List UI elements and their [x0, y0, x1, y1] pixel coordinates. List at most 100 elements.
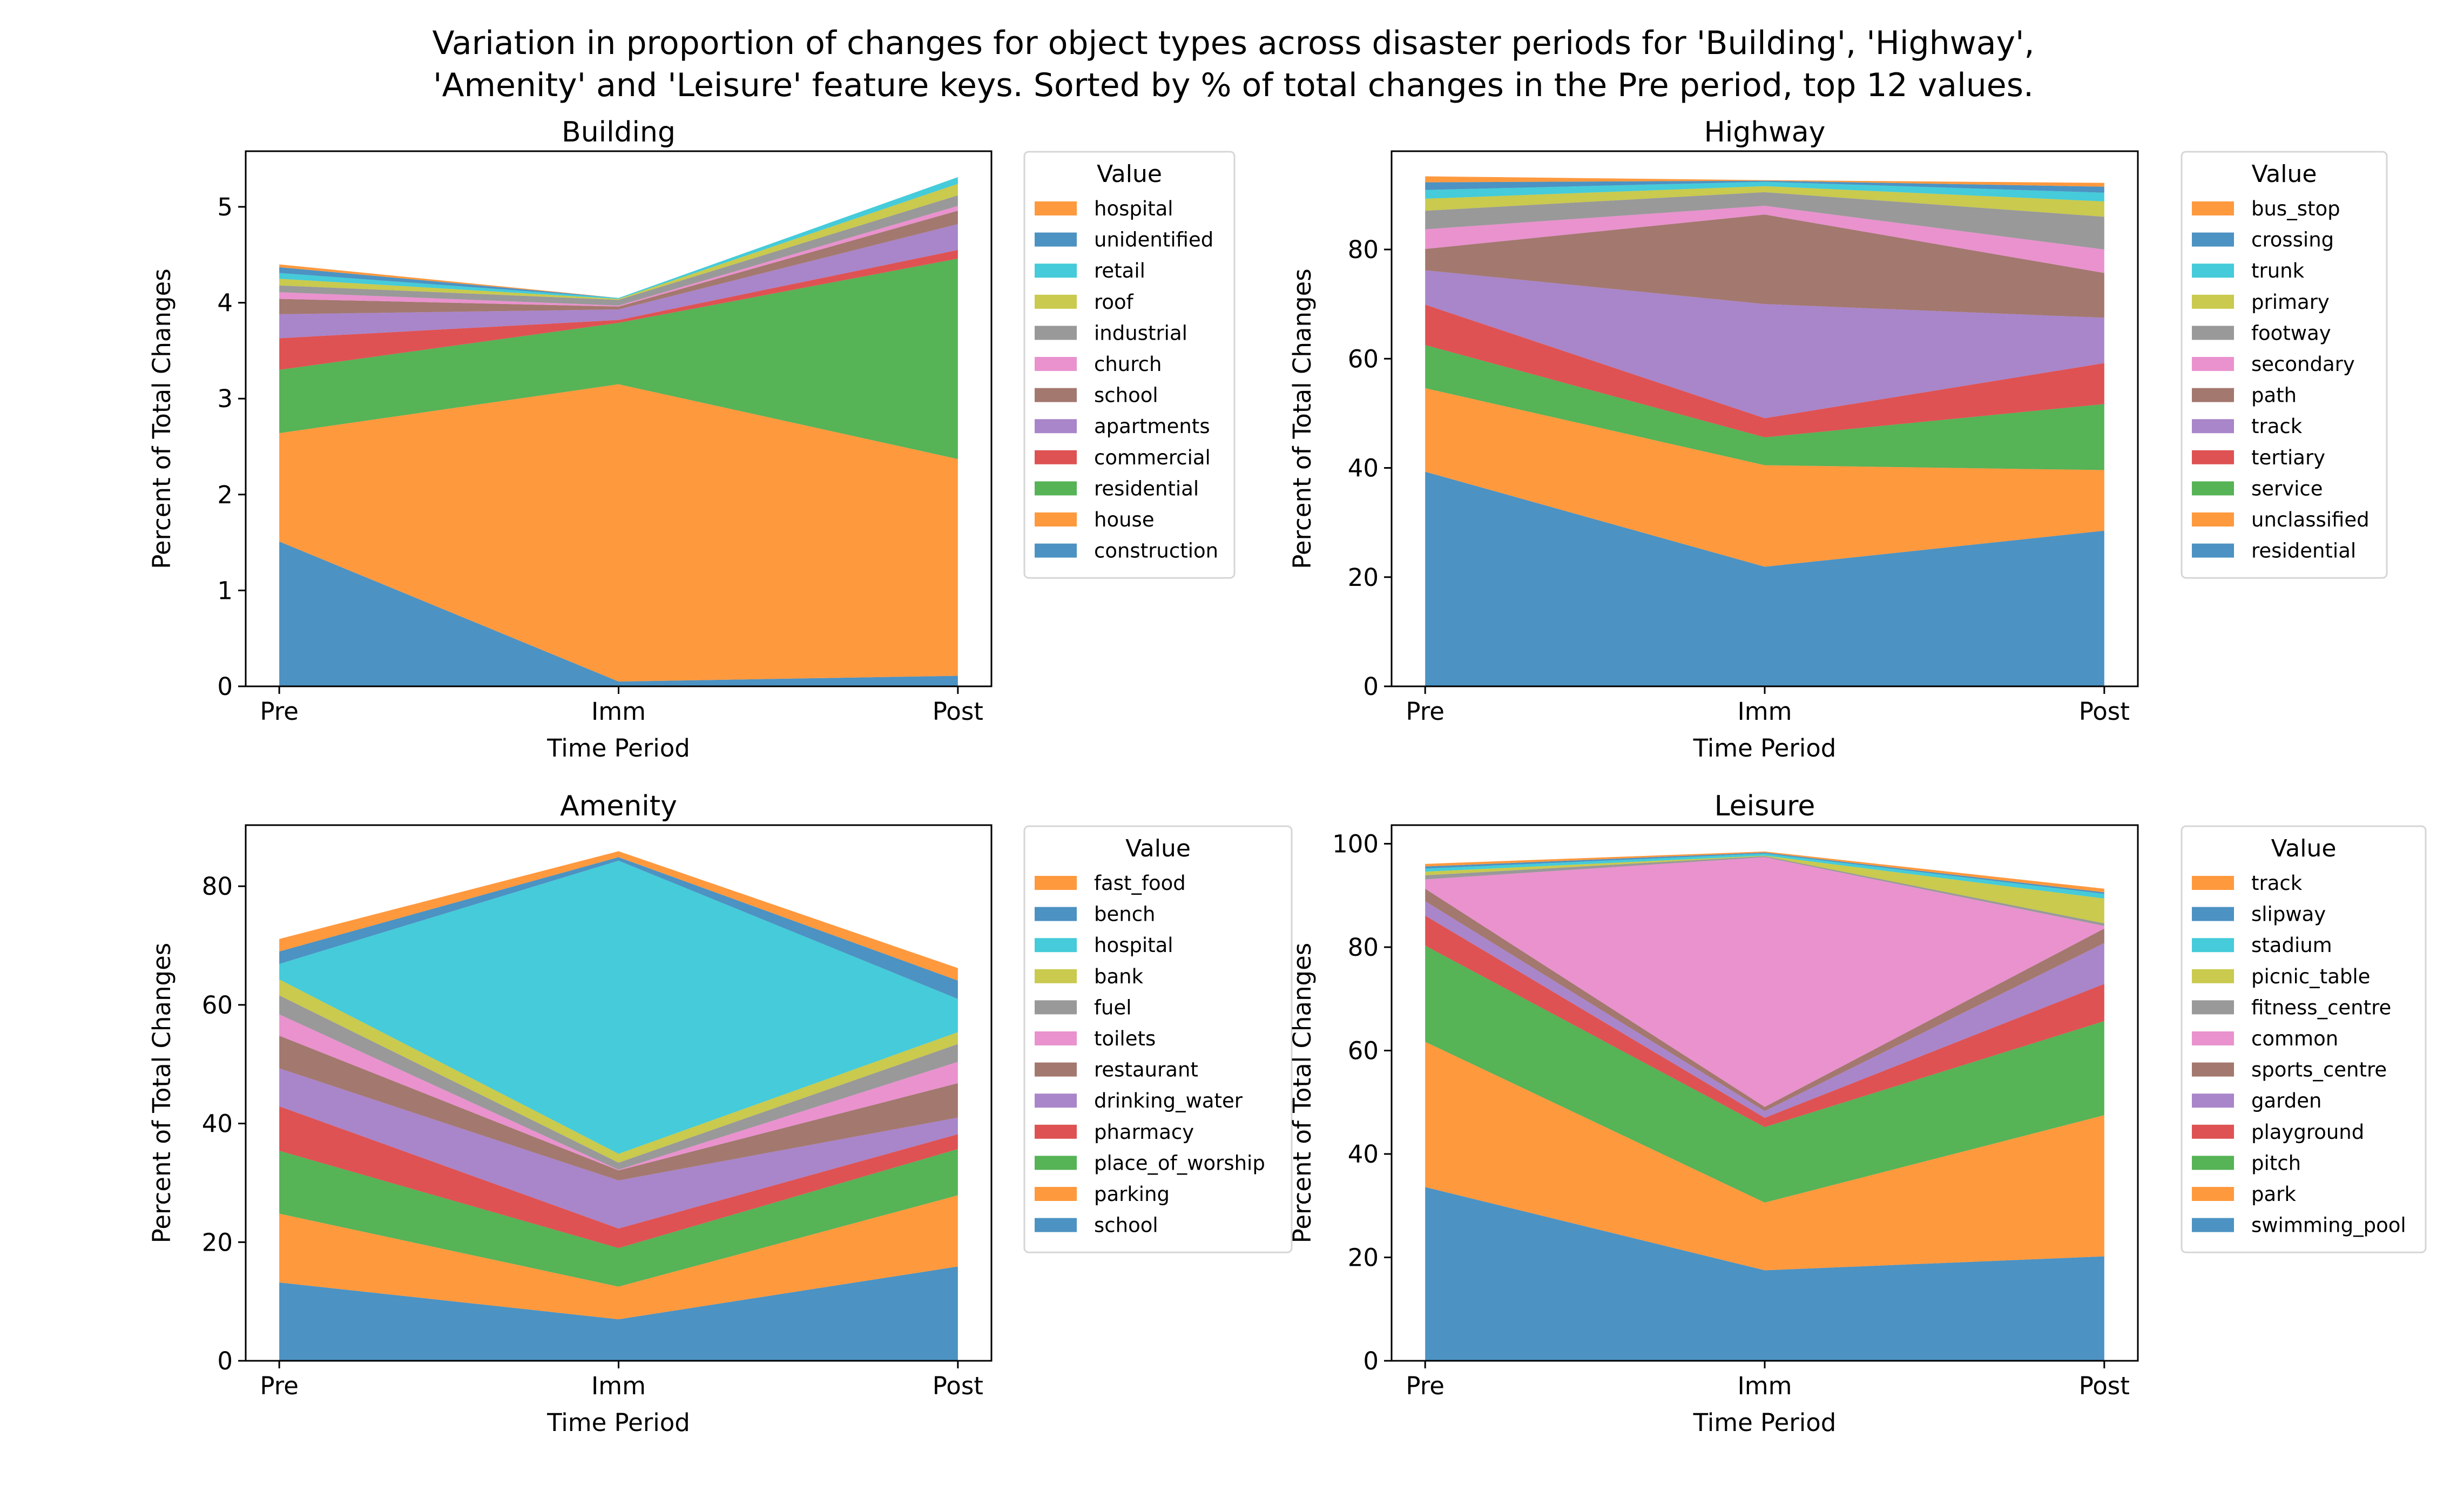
x-axis-label: Time Period: [546, 734, 690, 762]
area-house: [279, 384, 958, 682]
legend-item-sports_centre: sports_centre: [2192, 1058, 2387, 1082]
legend-item-drinking_water: drinking_water: [1035, 1089, 1243, 1112]
y-tick-label: 40: [1348, 454, 1379, 483]
y-tick-label: 60: [202, 991, 233, 1020]
area-hospital: [279, 860, 958, 1154]
area-track: [1425, 270, 2104, 418]
legend-item-pharmacy: pharmacy: [1035, 1120, 1194, 1144]
y-tick-label: 20: [1348, 563, 1379, 592]
x-axis-label: Time Period: [546, 1408, 690, 1437]
legend-item-crossing: crossing: [2192, 228, 2334, 252]
area-construction: [279, 541, 958, 686]
legend-swatch: [1035, 357, 1077, 371]
legend-label: restaurant: [1094, 1058, 1198, 1082]
x-tick-label: Pre: [260, 697, 299, 726]
y-tick-label: 40: [1348, 1140, 1379, 1169]
legend-swatch: [2192, 1124, 2234, 1139]
y-axis-label: Percent of Total Changes: [1288, 943, 1317, 1243]
legend-item-track: track: [2192, 872, 2303, 895]
legend-label: hospital: [1094, 197, 1173, 220]
legend-label: sports_centre: [2251, 1058, 2387, 1082]
legend-label: pharmacy: [1094, 1120, 1194, 1144]
legend-item-unidentified: unidentified: [1035, 228, 1213, 252]
area-residential: [1425, 471, 2104, 686]
x-axis-label: Time Period: [1693, 734, 1837, 762]
legend-label: residential: [2251, 539, 2356, 563]
area-tertiary: [1425, 305, 2104, 437]
legend-item-church: church: [1035, 353, 1162, 376]
legend-label: residential: [1094, 477, 1199, 500]
area-trunk: [1425, 181, 2104, 202]
legend-swatch: [1035, 938, 1077, 953]
legend-swatch: [2192, 1062, 2234, 1077]
legend-label: bench: [1094, 903, 1156, 926]
legend-swatch: [1035, 1094, 1077, 1108]
x-tick-label: Imm: [591, 1372, 646, 1400]
legend-label: common: [2251, 1027, 2338, 1050]
legend-swatch: [1035, 1124, 1077, 1139]
legend-swatch: [2192, 969, 2234, 983]
legend-label: construction: [1094, 539, 1218, 563]
legend-label: retail: [1094, 259, 1145, 282]
legend-item-restaurant: restaurant: [1035, 1058, 1198, 1082]
chart-title: Highway: [1704, 116, 1826, 148]
area-apartments: [279, 224, 958, 339]
legend-item-construction: construction: [1035, 539, 1218, 563]
legend-frame: [1023, 825, 1293, 1253]
legend-swatch: [1035, 1156, 1077, 1170]
area-roof: [279, 184, 958, 300]
y-tick-label: 20: [202, 1228, 233, 1257]
legend-swatch: [2192, 512, 2234, 526]
legend-swatch: [1035, 876, 1077, 890]
legend-item-industrial: industrial: [1035, 321, 1187, 345]
legend-label: crossing: [2251, 228, 2334, 252]
legend-swatch: [2192, 1187, 2234, 1201]
legend-title: Value: [2271, 835, 2337, 862]
legend-item-retail: retail: [1035, 259, 1145, 282]
area-pharmacy: [279, 1106, 958, 1248]
legend-label: school: [1094, 384, 1158, 407]
legend-item-primary: primary: [2192, 291, 2330, 314]
legend-item-pitch: pitch: [2192, 1151, 2301, 1174]
area-common: [1425, 857, 2104, 1107]
y-tick-label: 1: [217, 576, 233, 605]
area-pitch: [1425, 946, 2104, 1203]
legend-swatch: [1035, 294, 1077, 309]
chart-title: Building: [562, 116, 676, 148]
y-tick-label: 80: [1348, 933, 1379, 962]
legend-item-swimming_pool: swimming_pool: [2192, 1214, 2406, 1237]
chart-title: Amenity: [560, 790, 677, 822]
legend-item-house: house: [1035, 508, 1155, 531]
legend-label: park: [2251, 1183, 2296, 1206]
legend-frame: [2181, 151, 2388, 579]
x-tick-label: Pre: [1406, 697, 1444, 726]
legend-label: swimming_pool: [2251, 1214, 2406, 1237]
x-tick-label: Imm: [591, 697, 646, 726]
figure-title-line-1: Variation in proportion of changes for o…: [432, 24, 2034, 62]
legend-frame: [1023, 151, 1236, 579]
x-tick-label: Post: [2079, 697, 2130, 726]
chart-leisure: Pre Imm Post 0 20 40 60 80 100 Leisure Time Period…: [1288, 790, 2427, 1437]
legend-swatch: [2192, 1218, 2234, 1232]
x-axis-label: Time Period: [1693, 1408, 1837, 1437]
legend-label: unclassified: [2251, 508, 2370, 531]
area-picnic_table: [1425, 855, 2104, 923]
x-tick-label: Post: [2079, 1372, 2130, 1400]
area-industrial: [279, 195, 958, 306]
legend-swatch: [1035, 1187, 1077, 1201]
legend-item-secondary: secondary: [2192, 353, 2355, 376]
legend-swatch: [1035, 264, 1077, 278]
legend-swatch: [2192, 201, 2234, 215]
legend-label: place_of_worship: [1094, 1151, 1265, 1174]
legend-item-hospital: hospital: [1035, 197, 1173, 220]
legend-swatch: [2192, 1000, 2234, 1015]
legend-label: trunk: [2251, 259, 2305, 282]
legend-item-tertiary: tertiary: [2192, 446, 2325, 469]
legend-label: track: [2251, 415, 2303, 438]
legend-item-fuel: fuel: [1035, 996, 1132, 1019]
legend-label: secondary: [2251, 353, 2355, 376]
legend-label: service: [2251, 477, 2323, 500]
legend-swatch: [1035, 1031, 1077, 1045]
